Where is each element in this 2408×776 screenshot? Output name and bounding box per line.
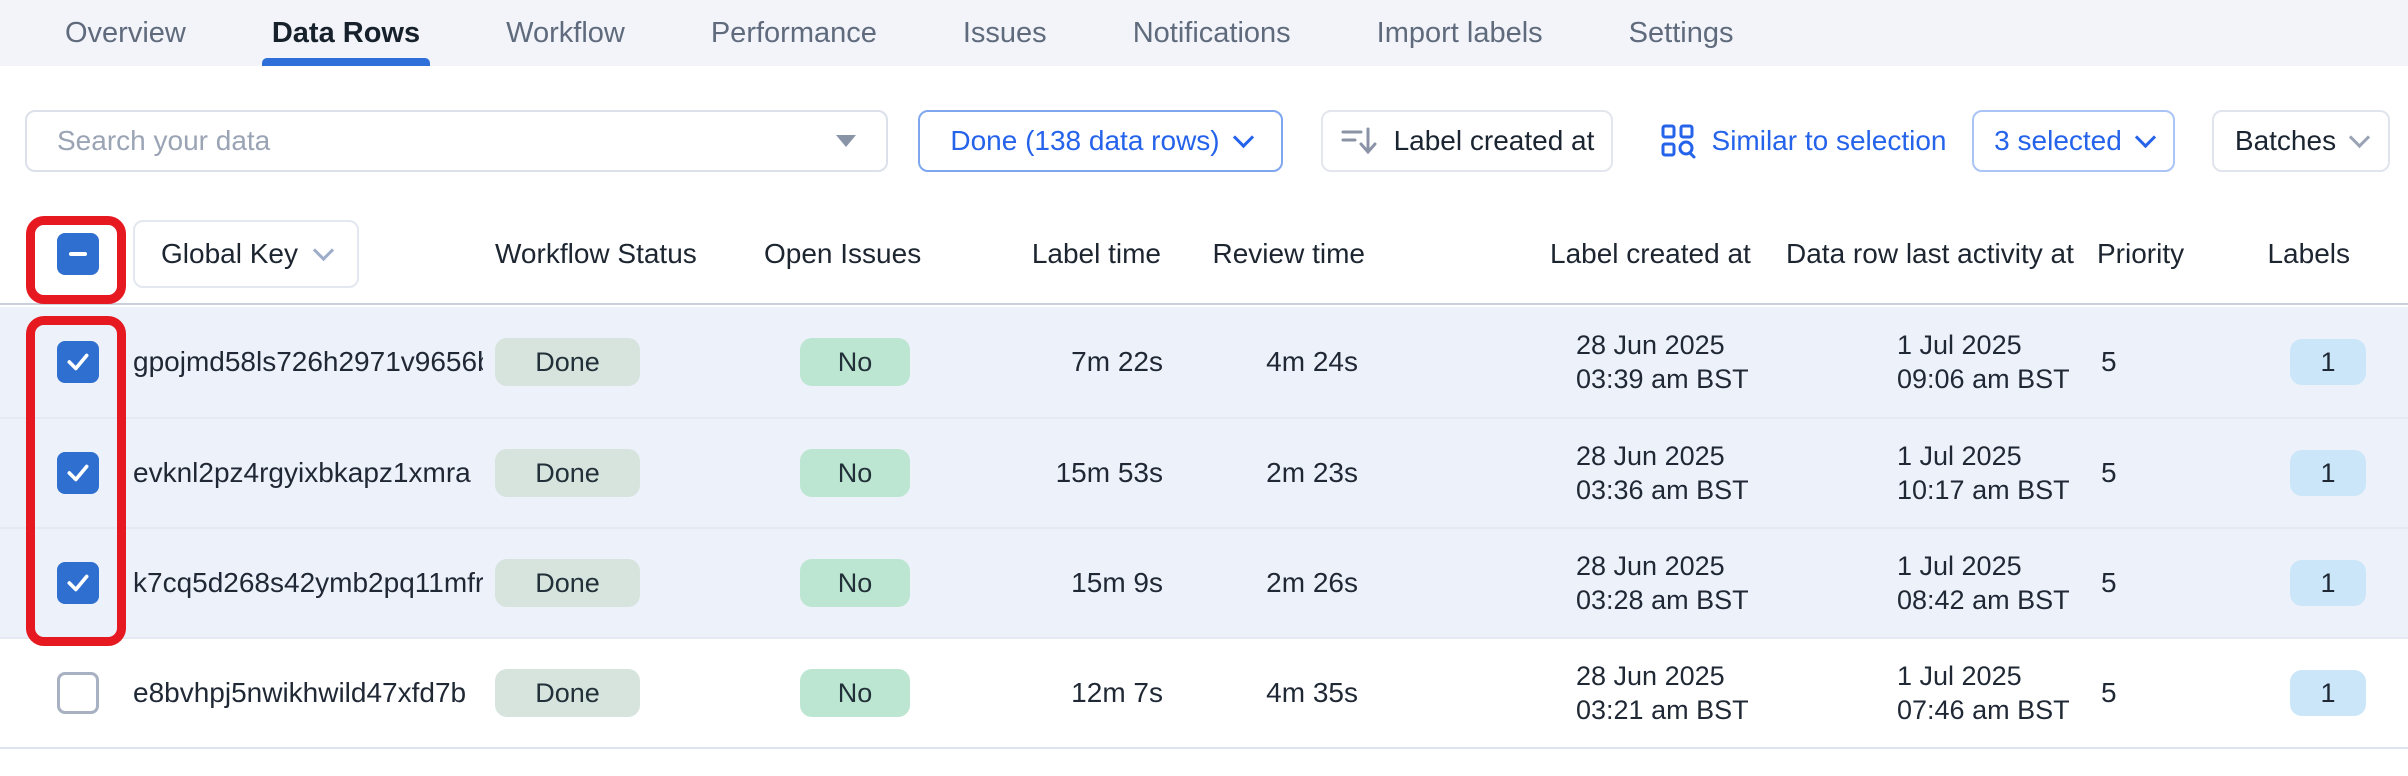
priority-value: 5 xyxy=(2101,677,2117,708)
label-created-at-value: 28 Jun 2025 03:36 am BST xyxy=(1576,441,1749,505)
review-time-value: 2m 26s xyxy=(1266,567,1358,598)
global-key-value[interactable]: k7cq5d268s42ymb2pq11mfr xyxy=(133,567,483,598)
last-activity-value: 1 Jul 2025 09:06 am BST xyxy=(1897,330,2070,394)
col-header-priority[interactable]: Priority xyxy=(2097,238,2185,269)
similar-to-selection-button[interactable]: Similar to selection xyxy=(1661,110,1947,172)
filter-toolbar: Done (138 data rows) Label created at xyxy=(0,110,2408,172)
tab-data-rows[interactable]: Data Rows xyxy=(261,0,431,66)
tab-issues[interactable]: Issues xyxy=(962,16,1047,49)
workflow-status-badge: Done xyxy=(495,449,640,497)
row-checkbox[interactable] xyxy=(56,341,99,383)
global-key-value[interactable]: evknl2pz4rgyixbkapz1xmra xyxy=(133,457,471,488)
chevron-down-icon xyxy=(1232,126,1254,148)
workflow-status-badge: Done xyxy=(495,669,640,717)
tab-import-labels[interactable]: Import labels xyxy=(1376,16,1543,49)
label-created-at-value: 28 Jun 2025 03:39 am BST xyxy=(1576,330,1749,394)
last-activity-value: 1 Jul 2025 07:46 am BST xyxy=(1897,661,2070,725)
table-row[interactable]: k7cq5d268s42ymb2pq11mfr Done No 15m 9s 2… xyxy=(0,527,2408,637)
table-row[interactable]: e8bvhpj5nwikhwild47xfd7b Done No 12m 7s … xyxy=(0,637,2408,749)
col-header-review-time[interactable]: Review time xyxy=(1212,238,1365,269)
priority-value: 5 xyxy=(2101,567,2117,598)
last-activity-value: 1 Jul 2025 10:17 am BST xyxy=(1897,441,2070,505)
tab-performance[interactable]: Performance xyxy=(710,16,877,49)
status-filter-button[interactable]: Done (138 data rows) xyxy=(918,110,1283,172)
search-box[interactable] xyxy=(25,110,888,172)
label-time-value: 12m 7s xyxy=(1071,677,1163,708)
search-input[interactable] xyxy=(57,125,824,157)
global-key-value[interactable]: gpojmd58ls726h2971v9656b xyxy=(133,346,483,377)
review-time-value: 4m 24s xyxy=(1266,346,1358,377)
search-dropdown-caret-icon[interactable] xyxy=(836,135,856,147)
chevron-down-icon xyxy=(312,239,335,261)
review-time-value: 2m 23s xyxy=(1266,457,1358,488)
indeterminate-icon xyxy=(68,252,87,256)
priority-value: 5 xyxy=(2101,346,2117,377)
checkmark-icon xyxy=(66,464,89,482)
row-checkbox[interactable] xyxy=(56,452,99,494)
label-time-value: 15m 9s xyxy=(1071,567,1163,598)
tab-bar: Overview Data Rows Workflow Performance … xyxy=(0,0,2408,66)
table-header: Global Key Workflow Status Open Issues L… xyxy=(0,205,2408,305)
last-activity-value: 1 Jul 2025 08:42 am BST xyxy=(1897,551,2070,615)
row-checkbox[interactable] xyxy=(56,672,99,714)
label-created-at-value: 28 Jun 2025 03:28 am BST xyxy=(1576,551,1749,615)
col-header-label-time[interactable]: Label time xyxy=(1031,238,1161,269)
col-header-workflow-status[interactable]: Workflow Status xyxy=(495,238,697,269)
table-row[interactable]: gpojmd58ls726h2971v9656b Done No 7m 22s … xyxy=(0,307,2408,417)
workflow-status-badge: Done xyxy=(495,559,640,607)
active-tab-underline xyxy=(261,58,431,66)
global-key-header-cell: Global Key xyxy=(133,205,363,303)
selected-count-button[interactable]: 3 selected xyxy=(1972,110,2175,172)
col-header-label-created-at[interactable]: Label created at xyxy=(1550,238,1751,269)
global-key-column-button[interactable]: Global Key xyxy=(133,220,359,288)
sort-descending-icon xyxy=(1341,127,1377,155)
labels-count-badge[interactable]: 1 xyxy=(2290,670,2366,716)
open-issues-badge: No xyxy=(800,338,910,386)
col-header-open-issues[interactable]: Open Issues xyxy=(764,238,922,269)
label-time-value: 7m 22s xyxy=(1071,346,1163,377)
open-issues-badge: No xyxy=(800,449,910,497)
labels-count-badge[interactable]: 1 xyxy=(2290,339,2366,385)
open-issues-badge: No xyxy=(800,559,910,607)
labels-count-badge[interactable]: 1 xyxy=(2290,450,2366,496)
review-time-value: 4m 35s xyxy=(1266,677,1358,708)
chevron-down-icon xyxy=(2348,126,2371,148)
tab-settings[interactable]: Settings xyxy=(1628,16,1734,49)
select-all-cell xyxy=(30,205,125,303)
label-time-value: 15m 53s xyxy=(1055,457,1163,488)
chevron-down-icon xyxy=(2134,126,2156,148)
open-issues-badge: No xyxy=(800,669,910,717)
row-checkbox[interactable] xyxy=(56,562,99,604)
tab-workflow[interactable]: Workflow xyxy=(506,16,625,49)
sort-button[interactable]: Label created at xyxy=(1321,110,1613,172)
checkmark-icon xyxy=(66,574,89,592)
tab-notifications[interactable]: Notifications xyxy=(1132,16,1291,49)
tab-overview[interactable]: Overview xyxy=(65,16,186,49)
global-key-value[interactable]: e8bvhpj5nwikhwild47xfd7b xyxy=(133,677,467,708)
labels-count-badge[interactable]: 1 xyxy=(2290,560,2366,606)
priority-value: 5 xyxy=(2101,457,2117,488)
similar-selection-icon xyxy=(1661,124,1696,159)
checkmark-icon xyxy=(66,353,89,371)
col-header-labels[interactable]: Labels xyxy=(2267,238,2350,269)
table-row[interactable]: evknl2pz4rgyixbkapz1xmra Done No 15m 53s… xyxy=(0,417,2408,527)
label-created-at-value: 28 Jun 2025 03:21 am BST xyxy=(1576,661,1749,725)
workflow-status-badge: Done xyxy=(495,338,640,386)
batches-button[interactable]: Batches xyxy=(2212,110,2390,172)
select-all-checkbox[interactable] xyxy=(56,233,99,275)
col-header-last-activity[interactable]: Data row last activity at xyxy=(1786,238,2074,269)
